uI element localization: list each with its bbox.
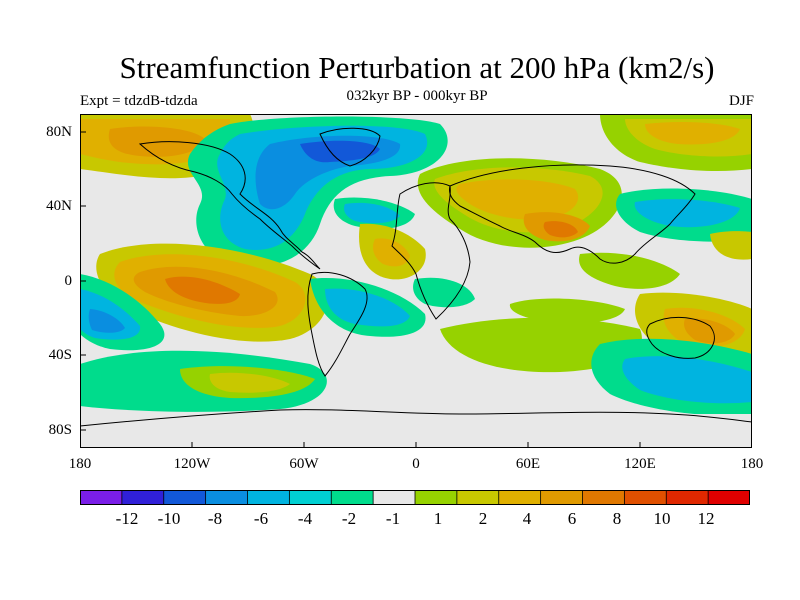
colorbar-swatch xyxy=(163,490,207,505)
colorbar-label: 1 xyxy=(433,509,443,528)
colorbar-label: 8 xyxy=(612,509,622,528)
colorbar-swatch xyxy=(540,490,584,505)
colorbar-swatch xyxy=(330,490,375,505)
coastlines xyxy=(80,127,752,427)
contour-region xyxy=(209,372,290,393)
colorbar-label: 2 xyxy=(478,509,488,528)
colorbar-swatch xyxy=(414,490,458,505)
contour-region xyxy=(413,277,475,308)
map-panel xyxy=(80,114,752,448)
colorbar-swatch xyxy=(205,490,249,505)
lon-tick-label: 180 xyxy=(68,456,92,472)
contour-field xyxy=(80,114,752,448)
colorbar-label: -8 xyxy=(207,509,223,528)
contour-region xyxy=(645,121,740,145)
colorbar-label: -2 xyxy=(341,509,357,528)
colorbar-swatch xyxy=(372,490,416,505)
lat-tick-label: 80S xyxy=(48,422,72,438)
colorbar-label: -4 xyxy=(297,509,313,528)
lat-tick-label: 80N xyxy=(46,124,72,140)
axis-ticks xyxy=(80,131,641,448)
colorbar-label: -12 xyxy=(115,509,139,528)
chart-subtitle: 032kyr BP - 000kyr BP xyxy=(346,88,488,104)
colorbar-label: -10 xyxy=(157,509,181,528)
contour-region xyxy=(325,288,410,327)
chart-title: Streamfunction Perturbation at 200 hPa (… xyxy=(119,50,715,85)
contour-region xyxy=(440,317,642,373)
lon-tick-label: 0 xyxy=(412,456,420,472)
colorbar-swatch xyxy=(582,490,626,505)
contour-region xyxy=(684,318,735,344)
colorbar-label: -6 xyxy=(253,509,269,528)
contour-region xyxy=(165,276,240,304)
colorbar-border xyxy=(80,490,750,505)
colorbar-label: 4 xyxy=(522,509,532,528)
coastline-antarctica xyxy=(80,409,752,427)
coastline-europe-africa xyxy=(391,182,471,320)
colorbar-swatch xyxy=(456,490,500,505)
contour-region xyxy=(543,221,578,238)
contour-region xyxy=(622,356,752,404)
coastline-north-america xyxy=(138,141,321,270)
coastline-asia xyxy=(449,164,696,264)
contour-region xyxy=(710,231,752,260)
lon-tick-label: 60E xyxy=(515,456,541,472)
colorbar-swatch xyxy=(247,490,291,505)
colorbar-label: 12 xyxy=(697,509,715,528)
colorbar-swatch xyxy=(121,490,165,505)
colorbar-label: -1 xyxy=(385,509,401,528)
coastline-australia xyxy=(646,316,715,359)
colorbar-swatch xyxy=(80,490,123,505)
lat-tick-label: 0 xyxy=(64,273,73,289)
colorbar xyxy=(80,490,750,505)
colorbar-swatch xyxy=(498,490,542,505)
colorbar-swatch xyxy=(707,490,750,505)
contour-region xyxy=(456,179,579,220)
season-label: DJF xyxy=(728,93,754,109)
coastline-south-america xyxy=(307,271,368,377)
contour-region xyxy=(634,199,740,228)
coastline-greenland xyxy=(319,127,381,167)
lat-tick-label: 40S xyxy=(48,347,72,363)
lon-tick-label: 60W xyxy=(289,456,319,472)
colorbar-swatch xyxy=(665,490,710,505)
lon-tick-label: 180 xyxy=(740,456,764,472)
contour-region xyxy=(509,298,625,324)
colorbar-swatch xyxy=(288,490,333,505)
lon-tick-label: 120W xyxy=(173,456,211,472)
contour-region xyxy=(80,414,752,448)
contour-region xyxy=(300,140,380,163)
contour-region xyxy=(88,309,125,333)
lat-tick-label: 40N xyxy=(46,198,72,214)
experiment-label: Expt = tdzdB-tdzda xyxy=(80,93,198,109)
colorbar-swatch xyxy=(623,490,668,505)
colorbar-label: 6 xyxy=(567,509,577,528)
contour-region xyxy=(344,202,400,224)
contour-region xyxy=(372,238,410,267)
lon-tick-label: 120E xyxy=(624,456,656,472)
colorbar-label: 10 xyxy=(653,509,671,528)
